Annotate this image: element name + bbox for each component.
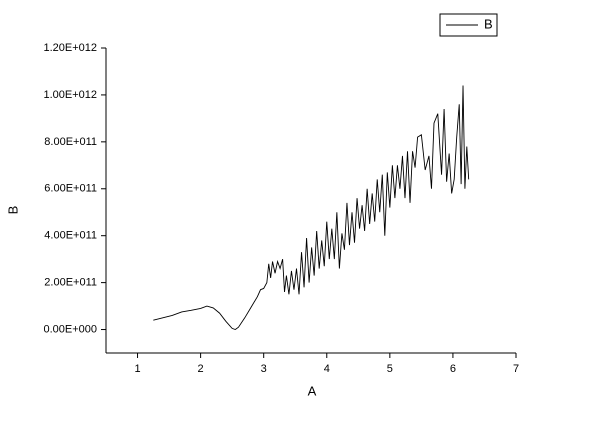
x-axis-label: A — [308, 383, 317, 398]
x-tick-label: 5 — [387, 363, 393, 375]
y-tick-label: 6.00E+011 — [44, 183, 97, 195]
x-tick-label: 3 — [261, 363, 267, 375]
x-tick-label: 4 — [324, 363, 330, 375]
legend-label: B — [484, 16, 493, 31]
x-tick-label: 6 — [450, 363, 456, 375]
data-line — [153, 85, 470, 331]
x-tick-label: 1 — [134, 363, 140, 375]
y-tick-label: 0.00E+000 — [43, 323, 97, 335]
x-tick-label: 2 — [198, 363, 204, 375]
y-tick-label: 1.00E+012 — [43, 89, 97, 101]
y-tick-label: 2.00E+011 — [44, 277, 97, 289]
y-tick-label: 4.00E+011 — [44, 230, 97, 242]
y-tick-label: 1.20E+012 — [43, 42, 97, 54]
x-tick-label: 7 — [513, 363, 519, 375]
y-axis-label: B — [5, 206, 20, 215]
y-tick-label: 8.00E+011 — [44, 136, 97, 148]
